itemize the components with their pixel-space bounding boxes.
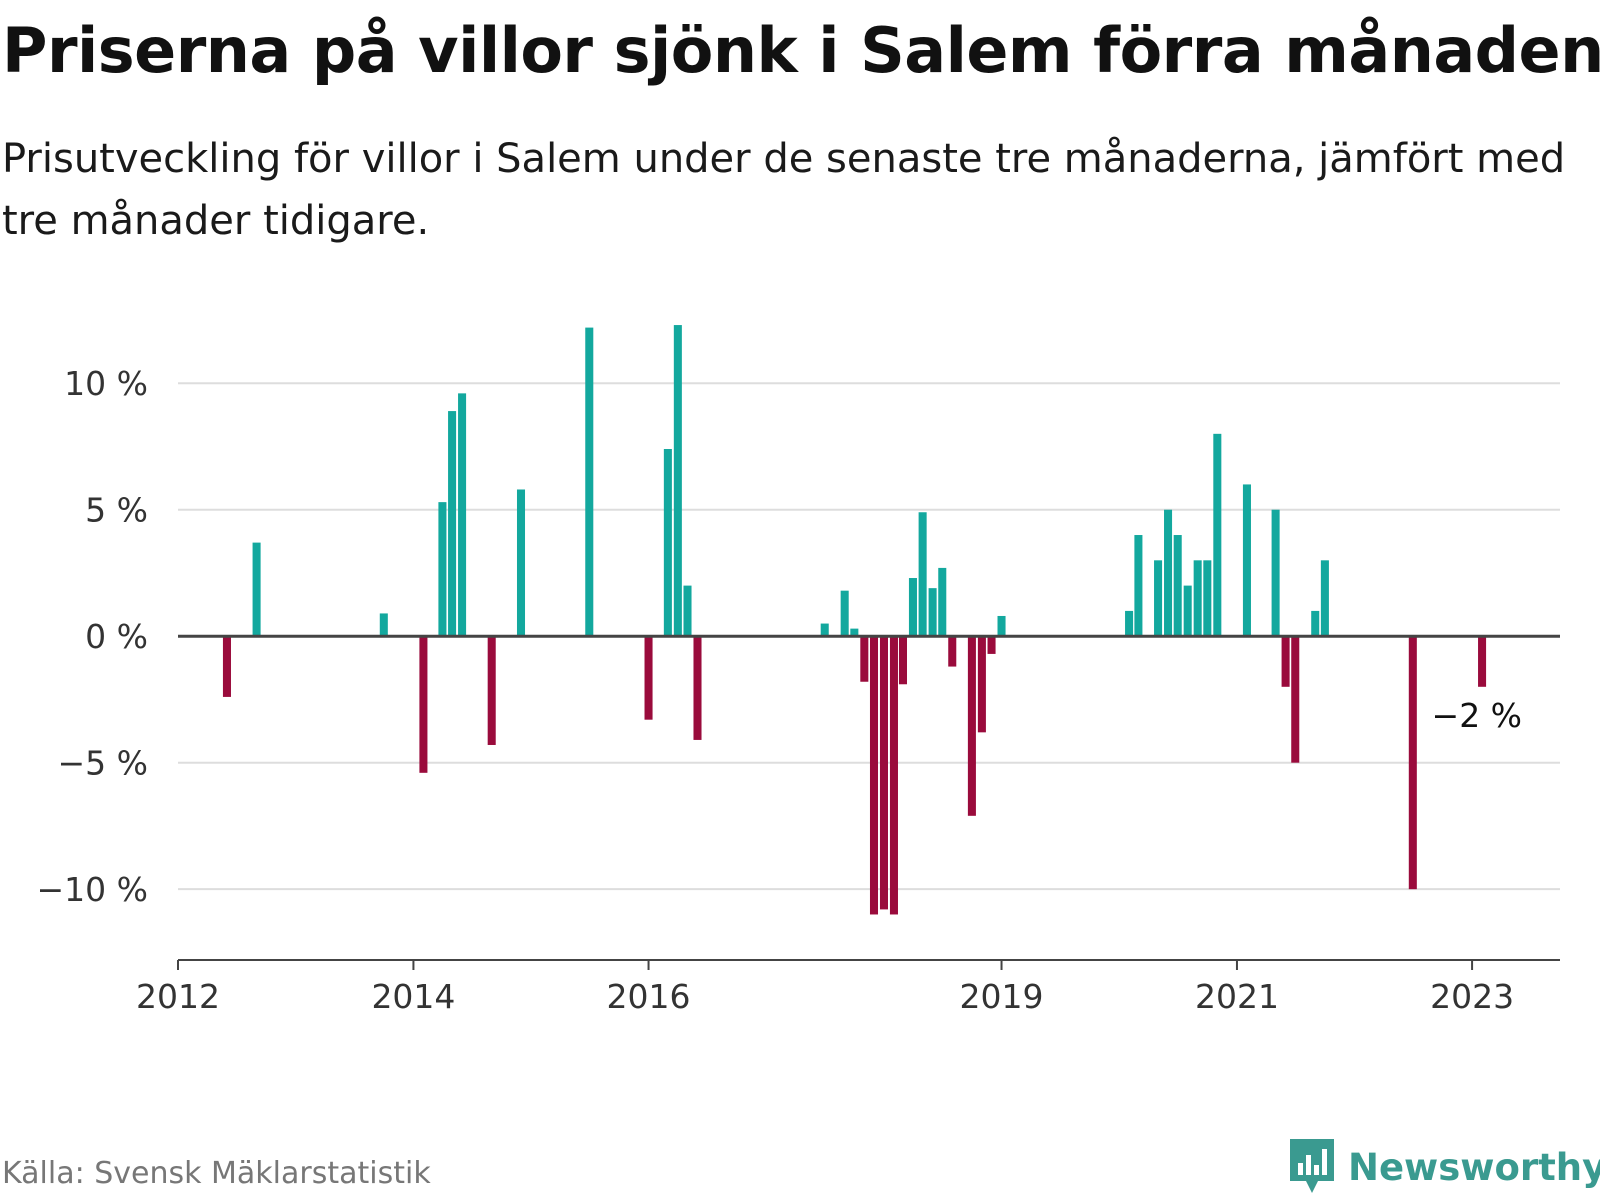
axes (177, 634, 1560, 970)
bar-negative (889, 636, 898, 915)
grid-lines (178, 382, 1560, 891)
bar-positive (585, 327, 594, 637)
newsworthy-brand: Newsworthy (1288, 1138, 1600, 1196)
newsworthy-logo-icon (1288, 1137, 1336, 1197)
bar-positive (683, 585, 692, 637)
bar-positive (997, 615, 1006, 637)
bar-positive (1203, 560, 1212, 637)
chart-subtitle: Prisutveckling för villor i Salem under … (2, 136, 1566, 244)
bar-positive (379, 613, 388, 637)
bar-negative (948, 636, 957, 667)
bar-positive (516, 489, 526, 637)
bar-negative (967, 636, 976, 816)
bar-negative (1478, 636, 1487, 687)
x-tick-label: 2019 (960, 977, 1044, 1016)
bar-positive (840, 590, 849, 637)
bars (222, 325, 1487, 915)
bar-positive (1242, 484, 1251, 637)
bar-positive (918, 512, 927, 637)
bar-negative (419, 636, 428, 773)
bar-negative (222, 636, 231, 697)
bar-negative (487, 636, 496, 745)
bar-positive (908, 578, 917, 637)
bar-negative (1291, 636, 1300, 763)
bar-negative (987, 636, 996, 654)
bar-positive (1193, 560, 1202, 637)
bar-negative (644, 636, 653, 720)
y-tick-label: 5 % (85, 491, 148, 530)
x-tick-label: 2014 (371, 977, 455, 1016)
bar-negative (693, 636, 702, 740)
bar-negative (977, 636, 986, 733)
x-tick-label: 2016 (607, 977, 691, 1016)
bar-positive (1271, 509, 1280, 637)
y-tick-label: 0 % (85, 617, 148, 656)
bar-positive (673, 325, 682, 637)
brand-name: Newsworthy (1348, 1145, 1600, 1189)
y-tick-label: 10 % (64, 364, 148, 403)
source-note: Källa: Svensk Mäklarstatistik (2, 1156, 431, 1191)
bar-positive (1164, 509, 1173, 637)
bar-positive (1173, 535, 1182, 637)
bar-positive (1311, 610, 1320, 637)
bar-positive (928, 588, 937, 637)
chart-title: Priserna på villor sjönk i Salem förra m… (2, 14, 1600, 87)
bar-positive (938, 567, 947, 637)
bar-negative (1408, 636, 1417, 890)
bar-positive (1320, 560, 1329, 637)
bar-positive (458, 393, 467, 637)
bar-negative (879, 636, 888, 910)
bar-negative (1281, 636, 1290, 687)
bar-positive (448, 411, 457, 637)
bar-positive (1183, 585, 1192, 637)
bar-negative (869, 636, 879, 915)
x-tick-label: 2012 (136, 977, 220, 1016)
bar-positive (1134, 535, 1143, 637)
last-value-annotation: −2 % (1432, 696, 1523, 735)
x-tick-label: 2023 (1430, 977, 1514, 1016)
bar-negative (860, 636, 869, 682)
x-tick-label: 2021 (1195, 977, 1279, 1016)
bar-positive (850, 628, 859, 637)
y-tick-label: −10 % (37, 870, 149, 909)
bar-positive (252, 542, 261, 637)
bar-negative (898, 636, 907, 685)
bar-positive (438, 502, 447, 637)
y-tick-label: −5 % (58, 744, 149, 783)
bar-positive (1154, 560, 1163, 637)
bar-positive (820, 623, 829, 637)
bar-positive (1125, 610, 1134, 637)
tick-labels: 10 % 5 % 0 % −5 % −10 % 2012 2014 2016 2019 2021 2… (37, 364, 1523, 1016)
bar-positive (1213, 433, 1222, 637)
bar-positive (663, 449, 672, 637)
